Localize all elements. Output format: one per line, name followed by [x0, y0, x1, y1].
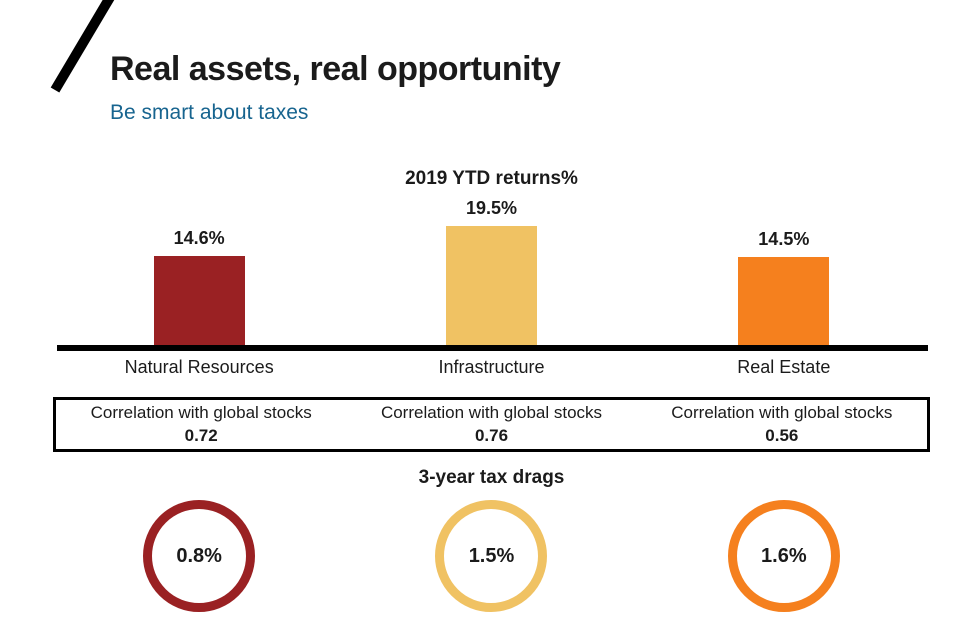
tax-drag-value: 1.5% [468, 544, 515, 567]
tax-drags-title: 3-year tax drags [418, 467, 565, 488]
slide-title: Real assets, real opportunity [110, 50, 561, 88]
correlation-col-real-estate: Correlation with global stocks 0.56 [637, 402, 927, 446]
circle-col-real-estate: 1.6% [638, 500, 930, 612]
category-label-infrastructure: Infrastructure [438, 357, 545, 377]
bar-value-label: 14.5% [758, 229, 810, 249]
tax-drag-value: 0.8% [176, 544, 222, 567]
slide-subtitle: Be smart about taxes [110, 101, 309, 124]
correlation-box: Correlation with global stocks 0.72 Corr… [53, 397, 930, 452]
tax-drag-value: 1.6% [761, 544, 807, 567]
bar-natural-resources [153, 256, 245, 345]
bar-column-real-estate: 14.5% [638, 196, 930, 345]
bar-value-label: 19.5% [465, 198, 518, 218]
category-labels: Natural Resources Infrastructure Real Es… [53, 357, 930, 378]
correlation-label: Correlation with global stocks [90, 403, 312, 423]
slash-logo-icon [50, 0, 115, 93]
bar-chart: 14.6% 19.5% 14.5% [53, 196, 930, 345]
correlation-label: Correlation with global stocks [380, 403, 603, 423]
bar-value-label: 14.6% [173, 228, 225, 248]
x-axis-line [57, 345, 928, 351]
category-label-real-estate: Real Estate [737, 357, 831, 377]
correlation-value: 0.72 [184, 425, 218, 445]
correlation-value: 0.56 [765, 425, 799, 445]
tax-drag-circle-real-estate: 1.6% [727, 500, 840, 612]
correlation-label: Correlation with global stocks [671, 403, 893, 423]
tax-drag-circle-natural-resources: 0.8% [143, 500, 256, 612]
bar-real-estate [738, 257, 830, 345]
circle-col-infrastructure: 1.5% [345, 500, 637, 612]
category-label-natural-resources: Natural Resources [124, 357, 274, 377]
correlation-value: 0.76 [474, 425, 509, 445]
tax-drags-circles: 0.8% 1.5% 1.6% [53, 500, 930, 612]
correlation-col-natural-resources: Correlation with global stocks 0.72 [56, 402, 346, 446]
bar-column-infrastructure: 19.5% [345, 196, 637, 345]
circle-col-natural-resources: 0.8% [53, 500, 345, 612]
correlation-col-infrastructure: Correlation with global stocks 0.76 [346, 402, 636, 446]
bar-column-natural-resources: 14.6% [53, 196, 345, 345]
bar-infrastructure [445, 226, 537, 345]
tax-drag-circle-infrastructure: 1.5% [435, 500, 548, 612]
chart-title: 2019 YTD returns% [405, 168, 578, 189]
